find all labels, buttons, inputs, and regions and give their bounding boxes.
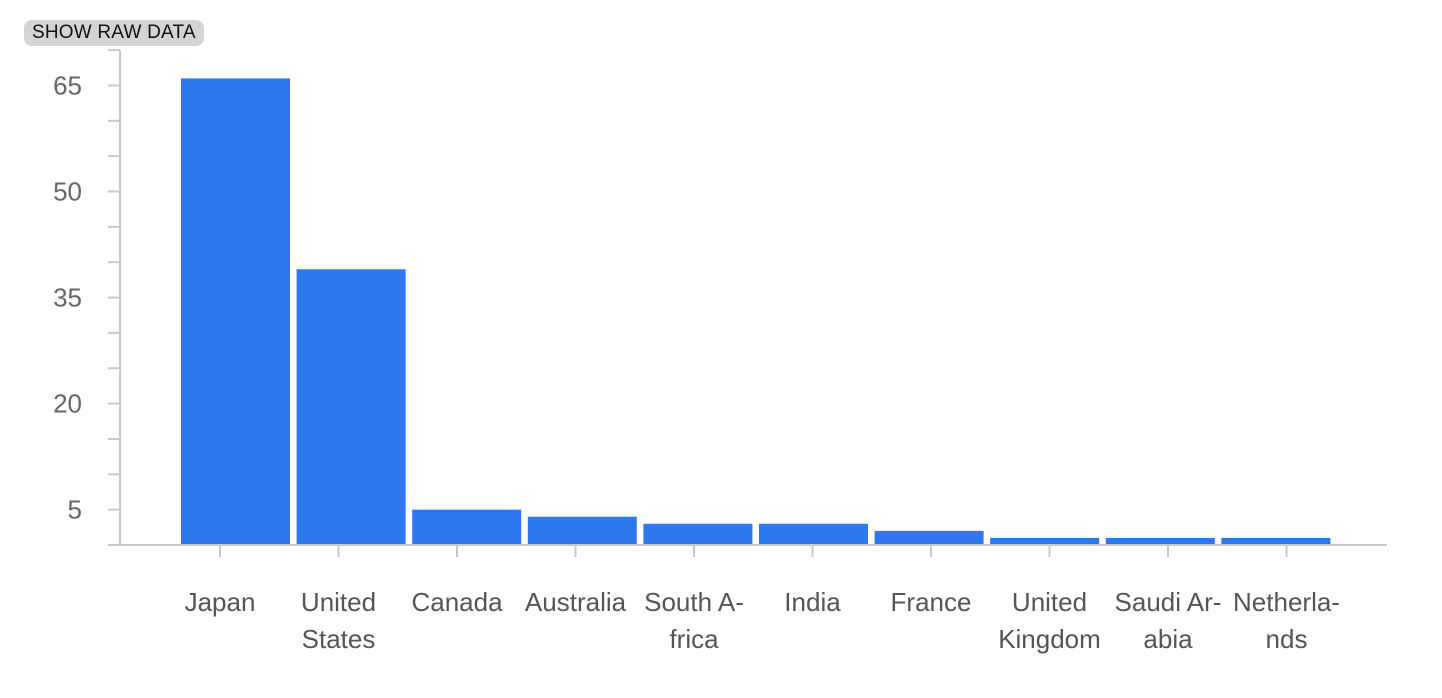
x-tick-label: Kingdom	[998, 624, 1101, 654]
bar-india	[759, 523, 868, 545]
bar-saudi-arabia	[1105, 537, 1215, 545]
x-tick-label: Canada	[411, 587, 503, 617]
bar-netherlands	[1221, 537, 1331, 545]
bar-france	[874, 530, 984, 545]
bar-canada	[412, 509, 522, 545]
y-tick-label: 20	[53, 389, 82, 419]
y-tick-label: 50	[53, 177, 82, 207]
x-tick-label: Australia	[525, 587, 627, 617]
x-tick-label: United	[1012, 587, 1087, 617]
x-tick-label: frica	[669, 624, 719, 654]
x-tick-label: Japan	[185, 587, 256, 617]
bar-south-africa	[643, 523, 753, 545]
x-tick-label: France	[891, 587, 972, 617]
x-tick-label: Saudi Ar-	[1115, 587, 1222, 617]
x-tick-label: South A-	[644, 587, 744, 617]
y-tick-label: 5	[68, 495, 82, 525]
x-tick-label: Netherla-	[1233, 587, 1340, 617]
show-raw-data-button[interactable]: SHOW RAW DATA	[24, 20, 204, 46]
x-tick-label: abia	[1143, 624, 1193, 654]
bar-united-kingdom	[990, 537, 1100, 545]
x-tick-label: nds	[1266, 624, 1308, 654]
bar-japan	[181, 78, 290, 545]
x-tick-label: India	[784, 587, 841, 617]
x-tick-label: States	[302, 624, 376, 654]
x-tick-label: United	[301, 587, 376, 617]
y-tick-label: 35	[53, 283, 82, 313]
bar-australia	[527, 516, 637, 545]
y-tick-label: 65	[53, 70, 82, 100]
bar-united-states	[296, 269, 406, 545]
